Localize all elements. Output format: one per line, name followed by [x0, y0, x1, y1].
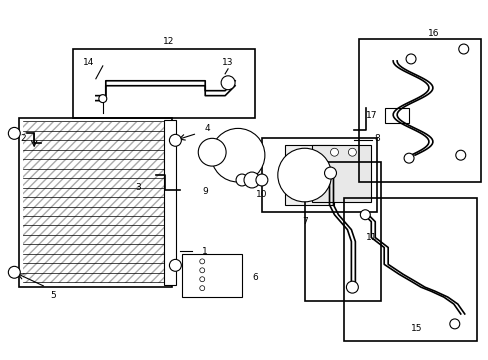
- Text: 1: 1: [202, 247, 208, 256]
- Text: 4: 4: [204, 124, 210, 133]
- Circle shape: [99, 95, 106, 103]
- Text: 16: 16: [427, 29, 439, 38]
- Text: 11: 11: [365, 233, 376, 242]
- Circle shape: [330, 148, 338, 156]
- Bar: [164, 121, 176, 285]
- Bar: [19, 118, 172, 287]
- Text: 6: 6: [251, 273, 257, 282]
- Circle shape: [346, 281, 358, 293]
- Text: 9: 9: [202, 188, 208, 197]
- Circle shape: [324, 167, 336, 179]
- Circle shape: [221, 76, 235, 90]
- Circle shape: [286, 157, 322, 193]
- Bar: [73, 49, 254, 118]
- Text: 5: 5: [50, 291, 56, 300]
- Circle shape: [405, 54, 415, 64]
- Circle shape: [199, 259, 204, 264]
- Text: 2: 2: [20, 134, 26, 143]
- Bar: [344, 198, 476, 341]
- Circle shape: [294, 165, 314, 185]
- Text: 3: 3: [136, 184, 141, 193]
- Circle shape: [199, 268, 204, 273]
- Bar: [304, 162, 381, 301]
- Bar: [359, 39, 480, 182]
- Text: 10: 10: [256, 190, 267, 199]
- Circle shape: [169, 260, 181, 271]
- Bar: [385, 108, 408, 123]
- Bar: [311, 145, 370, 202]
- Text: 14: 14: [83, 58, 94, 67]
- Circle shape: [449, 319, 459, 329]
- Circle shape: [403, 153, 413, 163]
- Bar: [23, 122, 168, 283]
- Circle shape: [244, 172, 260, 188]
- Text: 13: 13: [222, 58, 233, 67]
- Text: 17: 17: [365, 111, 376, 120]
- Circle shape: [198, 138, 225, 166]
- Circle shape: [225, 143, 249, 167]
- Circle shape: [236, 174, 247, 186]
- Bar: [262, 138, 376, 212]
- Circle shape: [455, 150, 465, 160]
- Circle shape: [347, 148, 356, 156]
- Text: 8: 8: [374, 134, 379, 143]
- Text: 15: 15: [410, 324, 422, 333]
- Circle shape: [199, 286, 204, 291]
- Circle shape: [277, 148, 331, 202]
- Bar: [182, 255, 242, 297]
- Circle shape: [360, 210, 369, 220]
- Bar: [284, 145, 334, 205]
- Circle shape: [211, 129, 264, 182]
- Circle shape: [199, 277, 204, 282]
- Circle shape: [169, 134, 181, 146]
- Circle shape: [8, 127, 20, 139]
- Circle shape: [204, 144, 220, 160]
- Text: 12: 12: [163, 37, 174, 46]
- Circle shape: [458, 44, 468, 54]
- Circle shape: [220, 137, 255, 173]
- Circle shape: [8, 266, 20, 278]
- Text: 7: 7: [301, 217, 307, 226]
- Circle shape: [255, 174, 267, 186]
